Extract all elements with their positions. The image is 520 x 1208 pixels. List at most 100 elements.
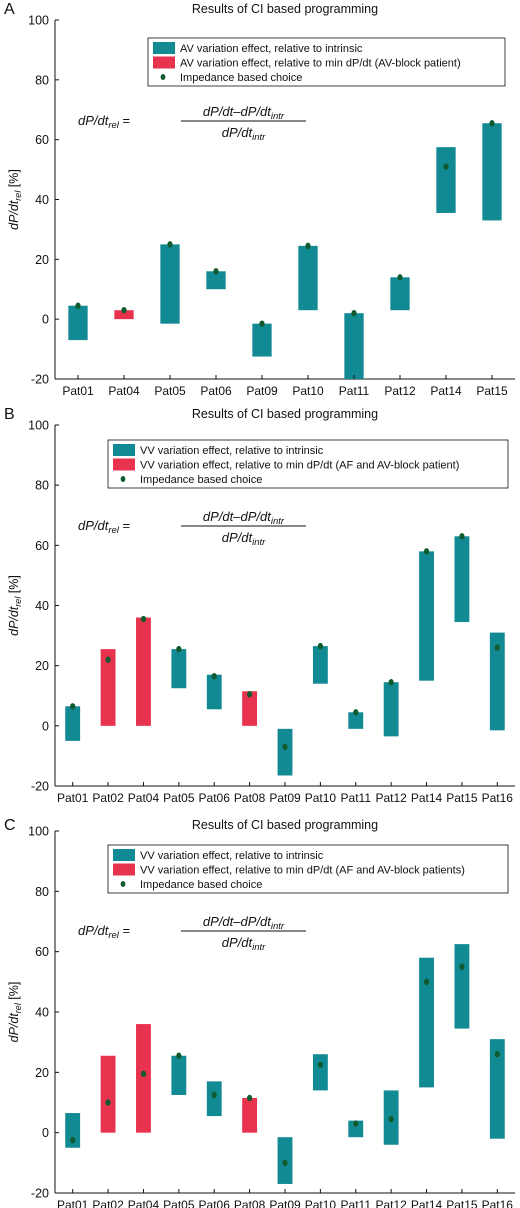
bar-pat08: [242, 1097, 258, 1133]
x-tick-label: Pat06: [199, 791, 231, 805]
choice-point-pat04: [140, 1070, 147, 1078]
choice-point-pat09: [282, 743, 288, 751]
x-tick-label: Pat09: [269, 1198, 301, 1208]
choice-point-pat11: [353, 709, 359, 716]
choice-point-pat15: [459, 533, 465, 540]
formula: dP/dtrel = dP/dt–dP/dtintr dP/dtintr: [78, 104, 306, 143]
bar-pat02: [100, 649, 116, 726]
legend-swatch-teal: [153, 42, 175, 54]
x-tick-label: Pat06: [200, 384, 232, 398]
x-tick-label: Pat01: [57, 791, 89, 805]
x-tick-label: Pat09: [269, 791, 301, 805]
bar-pat10: [298, 245, 318, 311]
formula: dP/dtrel = dP/dt–dP/dtintr dP/dtintr: [78, 509, 306, 548]
bar-pat04: [136, 617, 151, 726]
chart-panel-a: A Results of CI based programming -20 0 20 40…: [4, 1, 515, 398]
legend-label: AV variation effect, relative to min dP/…: [180, 58, 461, 70]
choice-point-pat04: [140, 615, 147, 623]
y-tick-label: -20: [31, 1187, 49, 1201]
x-tick-label: Pat09: [246, 384, 278, 398]
choice-point-pat12: [388, 679, 394, 686]
choice-point-pat14: [423, 978, 430, 986]
chart-title: Results of CI based programming: [192, 2, 378, 16]
choice-point-pat01: [75, 302, 81, 309]
y-tick-label: 80: [35, 885, 49, 899]
formula-lhs: dP/dtrel =: [78, 113, 130, 131]
y-tick-label: 20: [35, 1066, 49, 1080]
bar-pat09: [252, 323, 272, 357]
x-tick-label: Pat10: [305, 1198, 337, 1208]
legend-dot-marker: [160, 74, 166, 80]
legend: VV variation effect, relative to intrins…: [107, 439, 509, 489]
bar-pat06: [206, 271, 226, 290]
y-tick-label: 20: [35, 659, 49, 673]
choice-point-pat06: [211, 1091, 217, 1099]
legend-label: AV variation effect, relative to intrins…: [180, 43, 363, 55]
x-tick-label: Pat04: [128, 791, 160, 805]
choice-point-pat10: [305, 242, 311, 250]
legend-label: Impedance based choice: [140, 474, 262, 486]
chart-panel-b: B Results of CI based programming -20 0 20 40…: [4, 406, 515, 805]
bar-pat14: [419, 551, 434, 681]
choice-point-pat02: [105, 656, 111, 663]
x-tick-label: Pat11: [341, 791, 372, 805]
x-tick-label: Pat06: [199, 1198, 231, 1208]
choice-point-pat10: [317, 642, 323, 650]
legend-dot-marker: [120, 476, 126, 482]
x-tick-label: Pat02: [92, 1198, 124, 1208]
choice-point-pat08: [247, 691, 253, 698]
bar-pat14: [436, 147, 456, 213]
choice-point-pat14: [443, 163, 449, 170]
legend-label: VV variation effect, relative to min dP/…: [140, 460, 459, 472]
choice-point-pat15: [489, 120, 495, 127]
x-tick-label: Pat05: [163, 1198, 195, 1208]
panel-letter: B: [4, 406, 15, 423]
formula-denominator: dP/dtintr: [222, 935, 266, 953]
choice-point-pat11: [351, 309, 357, 317]
choice-point-pat14: [423, 548, 430, 555]
bar-pat01: [65, 706, 81, 741]
x-tick-label: Pat12: [375, 1198, 407, 1208]
formula-lhs: dP/dtrel =: [78, 518, 130, 536]
choice-point-pat01: [70, 703, 76, 710]
x-tick-label: Pat04: [108, 384, 140, 398]
bar-pat06: [206, 674, 222, 710]
legend: VV variation effect, relative to intrins…: [107, 844, 509, 894]
y-tick-label: 20: [35, 253, 49, 267]
choice-point-pat02: [105, 1099, 111, 1106]
bar-pat04: [114, 310, 134, 320]
formula-numerator: dP/dt–dP/dtintr: [203, 914, 285, 932]
panel-letter: A: [4, 1, 15, 18]
y-axis-label: dP/dtrel [%]: [7, 169, 23, 230]
y-tick-label: 0: [42, 719, 49, 733]
y-tick-label: 100: [28, 419, 49, 433]
bar-pat02: [100, 1055, 116, 1133]
choice-point-pat09: [259, 320, 265, 327]
bar-pat11: [348, 712, 364, 729]
bar-pat10: [312, 646, 328, 684]
x-tick-label: Pat08: [234, 1198, 266, 1208]
legend-label: VV variation effect, relative to min dP/…: [140, 865, 465, 877]
y-tick-label: 60: [35, 945, 49, 959]
choice-point-pat09: [282, 1159, 288, 1167]
chart-panel-c: C Results of CI based programming -20 0 20 40…: [4, 817, 515, 1208]
formula-numerator: dP/dt–dP/dtintr: [203, 509, 285, 527]
choice-point-pat05: [176, 1052, 182, 1059]
y-tick-label: 60: [35, 133, 49, 147]
choice-point-pat06: [211, 672, 217, 680]
choice-point-pat16: [494, 1051, 500, 1058]
x-tick-label: Pat05: [163, 791, 195, 805]
legend-label: VV variation effect, relative to intrins…: [140, 445, 324, 457]
legend-swatch-red: [113, 863, 135, 876]
legend-dot-marker: [120, 881, 126, 887]
x-tick-label: Pat15: [476, 384, 508, 398]
y-tick-label: 60: [35, 539, 49, 553]
bar-pat05: [171, 649, 187, 689]
x-tick-label: Pat12: [384, 384, 416, 398]
x-tick-label: Pat12: [375, 791, 407, 805]
chart-title: Results of CI based programming: [192, 818, 378, 832]
x-tick-label: Pat14: [411, 1198, 443, 1208]
legend-box: [107, 439, 509, 489]
bar-pat01: [65, 1113, 81, 1148]
